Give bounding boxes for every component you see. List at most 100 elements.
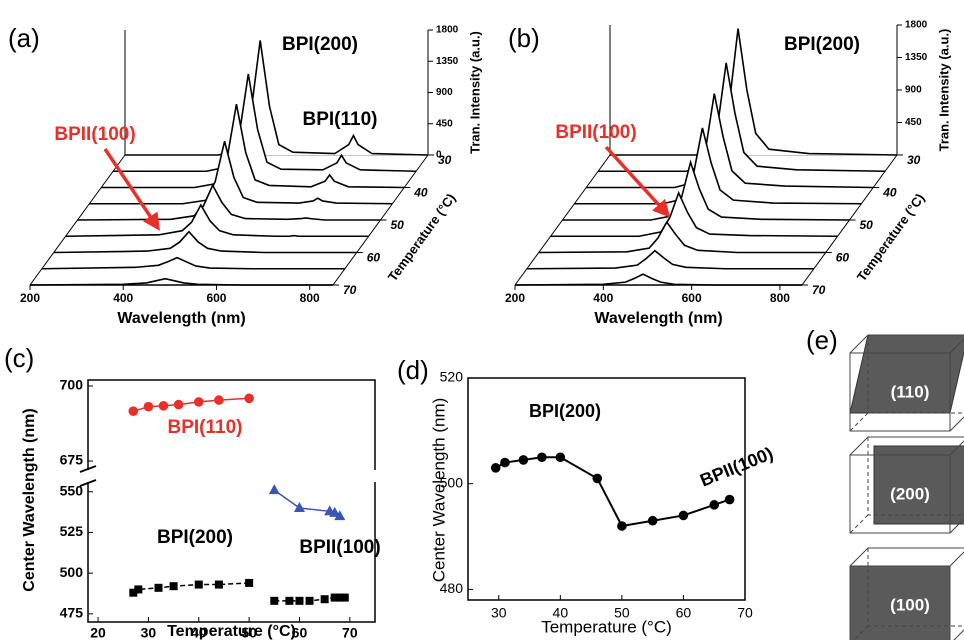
y-tick-label: 450 <box>436 118 453 129</box>
x-tick-label: 400 <box>593 291 613 305</box>
annotation: BPI(200) <box>282 34 358 55</box>
x-tick-label: 70 <box>342 625 358 640</box>
y-axis-title: Center Wavelength (nm) <box>21 408 38 591</box>
z-tick-label: 40 <box>413 186 428 200</box>
point <box>169 582 178 591</box>
y-tick-label: 900 <box>436 87 453 98</box>
plane-label: (200) <box>890 484 930 503</box>
series-label: BPI(200) <box>157 527 233 548</box>
point <box>518 455 529 465</box>
y-tick-label: 520 <box>440 369 464 385</box>
curve-fill <box>65 205 369 237</box>
x-axis-title: Temperature (°C) <box>167 623 296 640</box>
z-axis-title: Temperature (°C) <box>385 191 459 284</box>
z-tick-label: 70 <box>343 283 357 297</box>
point <box>490 463 501 473</box>
y-tick-label: 450 <box>905 117 922 128</box>
series-label: BPI(110) <box>168 417 243 438</box>
z-tick-label: 50 <box>391 218 405 232</box>
spectrum-curve <box>538 220 826 254</box>
point <box>173 399 184 410</box>
x-tick-label: 200 <box>505 291 525 305</box>
point <box>555 452 566 463</box>
x-tick-label: 800 <box>770 291 790 305</box>
plane <box>873 445 964 525</box>
curve-fill <box>586 93 874 188</box>
curve-fill <box>526 250 814 269</box>
x-tick-label: 30 <box>491 605 507 621</box>
series-line <box>495 456 730 528</box>
point <box>128 406 139 417</box>
annotation: BPII(100) <box>555 122 636 143</box>
z-tick-label: 60 <box>836 251 850 265</box>
point <box>245 578 254 587</box>
point <box>193 397 204 407</box>
curve-fill <box>550 192 838 237</box>
curve-fill <box>562 162 850 220</box>
curve-fill <box>598 62 886 172</box>
z-tick-label: 70 <box>812 283 826 297</box>
y-tick-label: 1350 <box>436 56 459 67</box>
point <box>592 473 603 484</box>
point <box>194 580 203 589</box>
point <box>678 510 689 521</box>
x-tick-label: 20 <box>90 625 106 640</box>
cube-hidden-edge <box>849 437 964 534</box>
panel-label: (b) <box>508 23 540 53</box>
y-tick-label: 500 <box>60 564 84 580</box>
point <box>214 580 223 589</box>
spectrum-curve <box>53 230 357 254</box>
panel-label: (c) <box>4 343 34 373</box>
curve-fill <box>515 274 802 285</box>
cube-edge <box>849 547 964 640</box>
cube-edge <box>849 436 964 534</box>
x-tick-label: 40 <box>553 605 569 621</box>
plane-label: (110) <box>891 382 930 401</box>
annotation: BPII(100) <box>697 443 776 490</box>
y-tick-label: 1800 <box>436 25 459 36</box>
point <box>268 484 280 495</box>
y-tick-label: 550 <box>60 482 84 498</box>
y-tick-label: 0 <box>436 150 442 161</box>
spectrum-curve <box>41 256 345 270</box>
x-axis-title: Wavelength (nm) <box>117 310 245 327</box>
x-tick-label: 70 <box>737 605 753 621</box>
axis-break <box>79 465 97 487</box>
annotation: BPI(200) <box>784 34 860 55</box>
y-tick-label: 1800 <box>905 20 928 31</box>
spectrum-curve <box>125 40 429 156</box>
cube-edge <box>849 334 964 432</box>
point <box>320 595 329 604</box>
point <box>617 521 627 531</box>
x-tick-label: 400 <box>113 291 133 305</box>
point <box>129 588 138 597</box>
z-tick-label: 30 <box>907 153 921 167</box>
point <box>158 401 169 411</box>
axis-frame <box>87 379 376 623</box>
point <box>134 585 143 594</box>
curve-fill <box>30 278 333 285</box>
y-tick-label: 500 <box>440 474 464 490</box>
point <box>244 393 254 404</box>
point <box>154 583 163 592</box>
point <box>214 395 224 405</box>
y-axis-title: Tran. Intensity (a.u.) <box>936 29 951 152</box>
x-axis-title: Wavelength (nm) <box>594 310 722 327</box>
x-tick-label: 600 <box>206 291 226 305</box>
y-axis-title: Tran. Intensity (a.u.) <box>467 31 482 154</box>
curve-fill <box>41 257 345 269</box>
cube-hidden-edge <box>853 548 964 640</box>
axis-frame <box>467 377 746 601</box>
spectrum-curve <box>562 159 850 221</box>
x-tick-label: 50 <box>241 625 257 640</box>
x-tick-label: 200 <box>20 291 40 305</box>
point <box>270 596 279 605</box>
series-line <box>132 582 250 594</box>
point <box>305 596 314 605</box>
point <box>537 452 547 463</box>
y-tick-label: 1350 <box>905 52 928 63</box>
point <box>724 494 735 505</box>
x-tick-label: 30 <box>141 625 157 640</box>
